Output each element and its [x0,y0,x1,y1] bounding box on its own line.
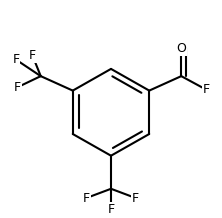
Text: F: F [13,81,20,94]
Text: F: F [83,192,90,204]
Text: F: F [202,83,210,96]
Text: F: F [107,203,115,216]
Text: F: F [12,53,20,66]
Text: O: O [176,42,186,55]
Text: F: F [29,49,36,62]
Text: F: F [132,192,139,204]
